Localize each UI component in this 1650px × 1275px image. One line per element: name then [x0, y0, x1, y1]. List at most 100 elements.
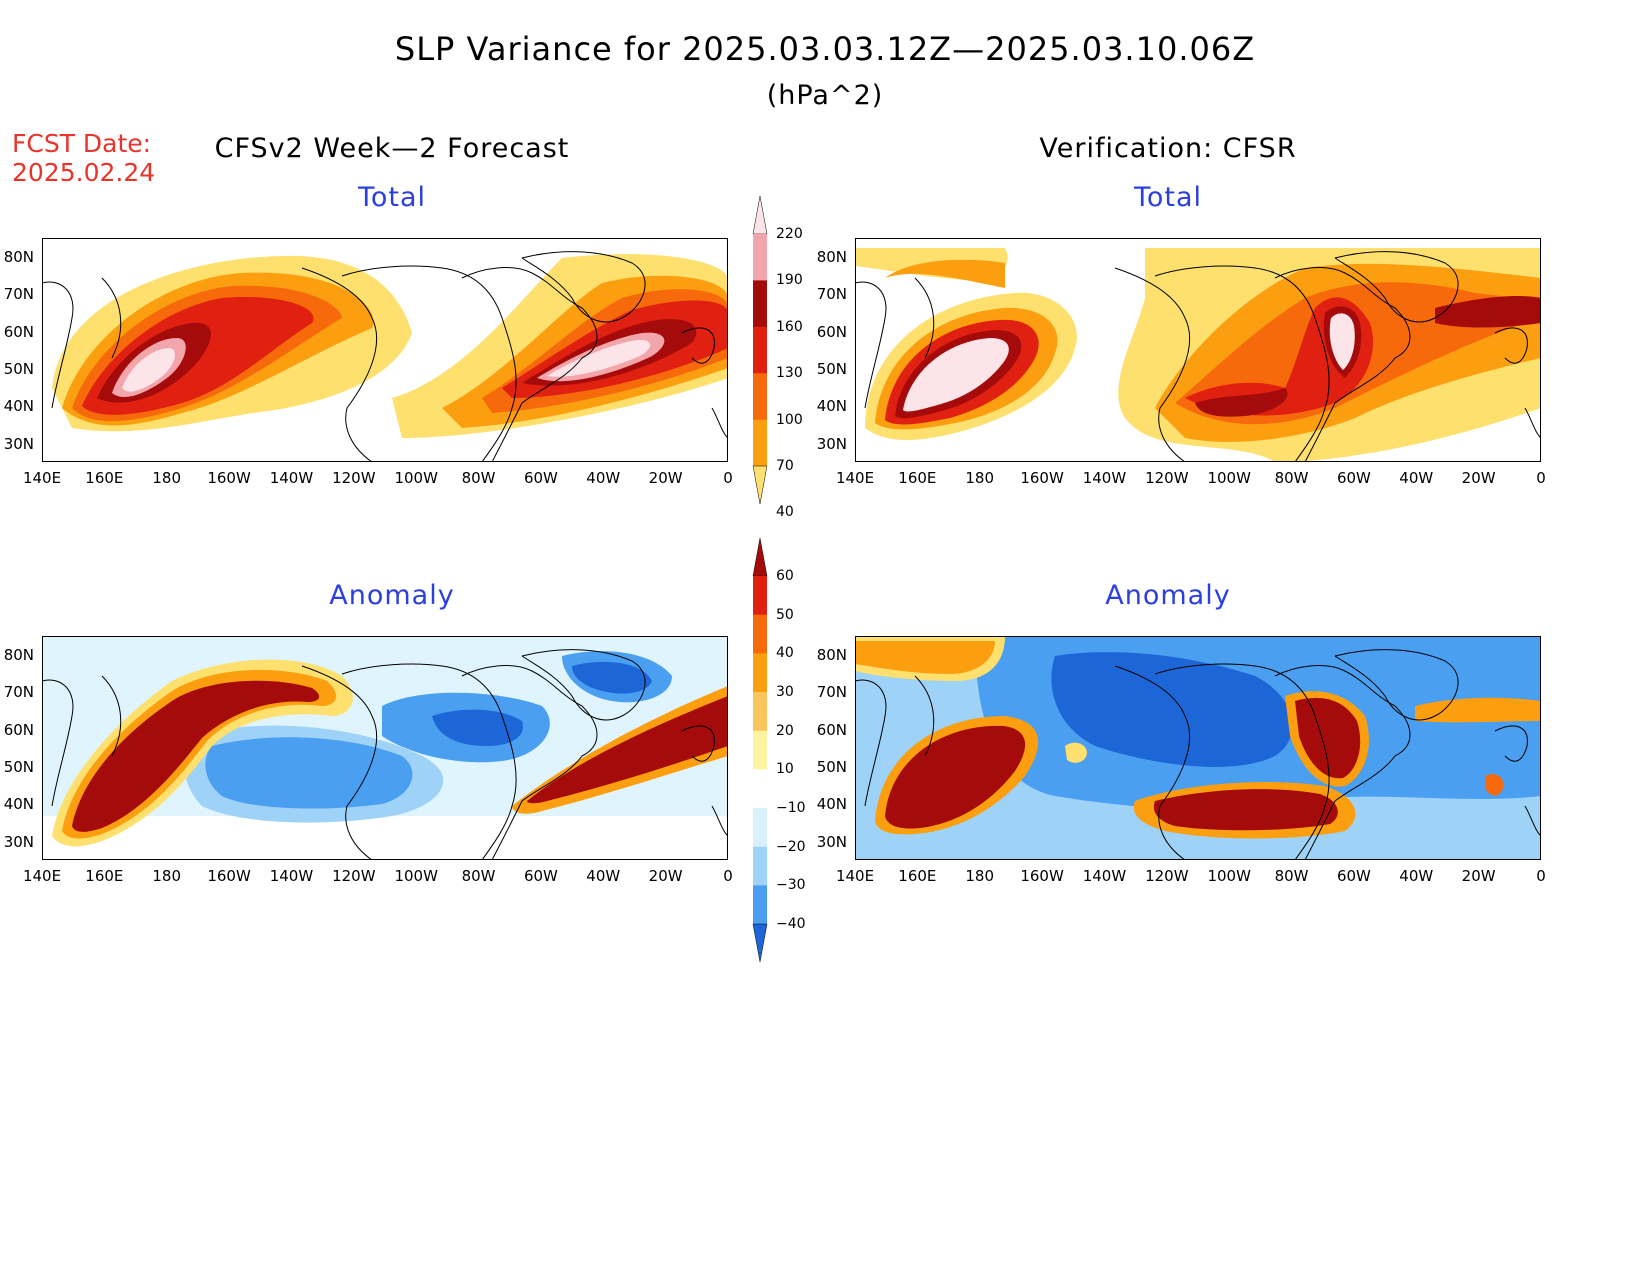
lon-tick-label: 100W	[1207, 469, 1251, 487]
lon-tick-label: 0	[723, 469, 733, 487]
lon-tick-label: 20W	[648, 867, 683, 885]
lat-tick-label: 60N	[3, 323, 34, 341]
colorbar-segment	[753, 692, 767, 732]
verification-anomaly-title: Anomaly	[1105, 580, 1231, 611]
lon-tick-label: 160E	[85, 867, 124, 885]
colorbar-top-triangle	[752, 196, 768, 235]
colorbar-level-label: 40	[776, 645, 794, 662]
colorbar-level-label: 220	[776, 226, 803, 242]
verification-total-frame	[855, 238, 1541, 462]
colorbar-segment	[753, 769, 767, 809]
lon-tick-label: 60W	[1336, 867, 1371, 885]
colorbar-top-triangle	[752, 538, 768, 577]
lon-tick-label: 120W	[332, 867, 376, 885]
lon-tick-label: 180	[965, 867, 995, 885]
lat-tick-label: 50N	[816, 758, 847, 776]
lon-tick-label: 40W	[1399, 469, 1434, 487]
lon-tick-label: 0	[723, 867, 733, 885]
lon-tick-label: 40W	[1399, 867, 1434, 885]
colorbar-level-label: 100	[776, 411, 803, 428]
lat-tick-label: 50N	[3, 360, 34, 378]
lat-tick-label: 30N	[816, 435, 847, 453]
colorbar-segment	[753, 419, 767, 467]
lon-tick-label: 140W	[1082, 867, 1127, 885]
lon-tick-label: 120W	[332, 469, 376, 487]
lat-tick-label: 30N	[816, 833, 847, 851]
forecast-anomaly-title: Anomaly	[329, 580, 455, 611]
colorbar-segment	[753, 846, 767, 886]
lon-tick-label: 180	[965, 469, 995, 487]
lat-tick-label: 40N	[816, 397, 847, 415]
lon-tick-label: 80W	[1274, 867, 1309, 885]
lon-tick-label: 160W	[207, 867, 251, 885]
lon-tick-label: 20W	[1461, 469, 1496, 487]
colorbar-segment	[753, 614, 767, 654]
colorbar-level-label: 20	[776, 722, 794, 739]
fcst-date-value: 2025.02.24	[12, 158, 156, 187]
total-colorbar	[752, 196, 768, 504]
lon-tick-label: 120W	[1145, 867, 1189, 885]
lon-tick-label: 60W	[523, 867, 558, 885]
lon-tick-label: 140W	[269, 469, 314, 487]
verification-anomaly-frame	[855, 636, 1541, 860]
colorbar-bottom-triangle	[752, 465, 768, 504]
colorbar-bottom-triangle	[752, 923, 768, 962]
colorbar-level-label: 60	[776, 568, 794, 584]
verification-total-map	[855, 238, 1541, 462]
colorbar-segment	[753, 280, 767, 328]
lon-tick-label: 0	[1536, 867, 1546, 885]
lon-tick-label: 80W	[1274, 469, 1309, 487]
lat-tick-label: 60N	[3, 721, 34, 739]
lon-tick-label: 140E	[835, 867, 875, 885]
lon-tick-label: 60W	[1336, 469, 1371, 487]
lon-tick-label: 100W	[394, 867, 438, 885]
lon-tick-label: 160W	[207, 469, 251, 487]
lon-tick-label: 160W	[1020, 867, 1064, 885]
lat-tick-label: 40N	[816, 795, 847, 813]
lat-tick-label: 80N	[816, 646, 847, 664]
lat-tick-label: 60N	[816, 323, 847, 341]
lat-tick-label: 80N	[3, 646, 34, 664]
forecast-heading: CFSv2 Week—2 Forecast	[214, 133, 570, 164]
colorbar-level-label: 30	[776, 684, 794, 700]
lon-tick-label: 180	[152, 867, 182, 885]
lon-tick-label: 0	[1536, 469, 1546, 487]
colorbar-segment	[753, 326, 767, 374]
forecast-total-map	[42, 238, 728, 462]
colorbar-level-label: −20	[776, 838, 806, 855]
lat-tick-label: 40N	[3, 795, 34, 813]
colorbar-level-label: −10	[776, 800, 806, 816]
figure-units: (hPa^2)	[766, 80, 884, 111]
lon-tick-label: 140E	[22, 867, 62, 885]
forecast-anomaly-frame	[42, 636, 728, 860]
colorbar-segment	[753, 885, 767, 925]
forecast-anomaly-map	[42, 636, 728, 860]
fcst-date-label: FCST Date:	[12, 129, 152, 158]
lon-tick-label: 40W	[586, 469, 621, 487]
lon-tick-label: 80W	[461, 469, 496, 487]
lon-tick-label: 140E	[835, 469, 875, 487]
colorbar-level-label: −40	[776, 916, 806, 932]
colorbar-segment	[753, 234, 767, 281]
colorbar-segment	[753, 730, 767, 770]
lon-tick-label: 80W	[461, 867, 496, 885]
lon-tick-label: 160E	[85, 469, 124, 487]
colorbar-segment	[753, 576, 767, 616]
colorbar-level-label: 10	[776, 761, 794, 778]
lat-tick-label: 70N	[3, 683, 34, 701]
lat-tick-label: 50N	[3, 758, 34, 776]
lon-tick-label: 140E	[22, 469, 62, 487]
forecast-total-title: Total	[357, 182, 427, 213]
lat-tick-label: 60N	[816, 721, 847, 739]
lon-tick-label: 100W	[394, 469, 438, 487]
lon-tick-label: 160E	[898, 867, 937, 885]
verification-total-title: Total	[1133, 182, 1203, 213]
colorbar-segment	[753, 653, 767, 693]
colorbar-level-label: 190	[776, 272, 803, 289]
colorbar-segment	[753, 373, 767, 421]
lat-tick-label: 50N	[816, 360, 847, 378]
anomaly-colorbar	[752, 538, 768, 962]
colorbar-level-label: 40	[776, 504, 794, 521]
lon-tick-label: 20W	[648, 469, 683, 487]
colorbar-level-label: 50	[776, 606, 794, 623]
